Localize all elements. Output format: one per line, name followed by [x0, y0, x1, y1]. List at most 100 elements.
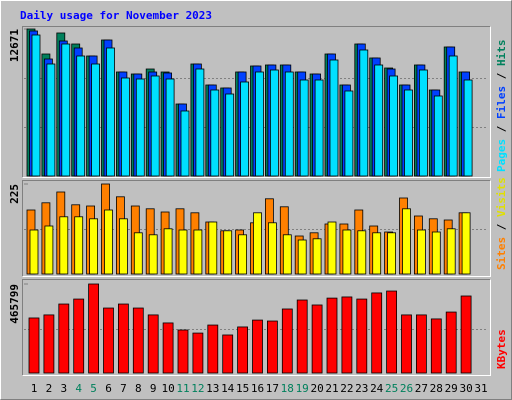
bar	[163, 228, 173, 275]
bar	[359, 49, 369, 177]
legend-separator: /	[495, 217, 508, 237]
bar	[461, 212, 471, 275]
panel-shadow	[22, 180, 491, 277]
bar	[327, 221, 337, 275]
x-tick-label: 15	[236, 382, 249, 395]
bar	[207, 324, 219, 374]
x-tick-label: 29	[445, 382, 458, 395]
legend-entry: Visits	[495, 177, 508, 217]
bar	[404, 89, 413, 177]
bar	[415, 314, 427, 374]
bar	[371, 292, 383, 374]
bar	[43, 314, 55, 374]
bar	[252, 319, 263, 374]
bar	[192, 332, 204, 374]
x-tick-label: 10	[161, 382, 174, 395]
bar	[344, 90, 354, 177]
chart-title: Daily usage for November 2023	[20, 9, 212, 22]
bar	[240, 81, 250, 177]
x-tick-label: 6	[105, 382, 112, 395]
bar	[296, 299, 308, 374]
y-tick-label: 465799	[8, 284, 21, 324]
bar	[418, 69, 428, 177]
bar	[311, 304, 323, 374]
bar	[73, 298, 85, 374]
x-tick-label: 22	[340, 382, 353, 395]
bar	[180, 110, 190, 177]
panel-light	[22, 279, 491, 376]
bar	[386, 290, 398, 374]
bar	[133, 232, 143, 275]
x-tick-label: 31	[474, 382, 487, 395]
bar	[237, 326, 249, 374]
bar	[61, 43, 71, 177]
panel-shadow	[22, 26, 491, 178]
bar	[448, 55, 458, 177]
bar	[389, 75, 399, 177]
x-tick-label: 28	[430, 382, 443, 395]
x-tick-label: 30	[459, 382, 472, 395]
bar	[29, 229, 39, 275]
bar	[44, 225, 54, 275]
bar	[341, 296, 353, 374]
x-tick-label: 17	[266, 382, 279, 395]
bar	[281, 308, 293, 374]
bar	[119, 218, 128, 275]
bar	[46, 63, 56, 177]
bar	[238, 234, 248, 275]
legend-entry: Hits	[495, 40, 508, 67]
legend-entry: Pages	[495, 139, 508, 172]
x-tick-label: 9	[150, 382, 157, 395]
x-tick-label: 8	[135, 382, 142, 395]
bar	[446, 228, 456, 275]
bar	[59, 216, 69, 275]
bar	[58, 303, 70, 374]
bar	[374, 64, 384, 177]
bar	[89, 218, 98, 275]
bar	[463, 79, 473, 177]
bar	[225, 93, 235, 177]
bar	[132, 307, 144, 374]
bar	[210, 89, 220, 177]
bar	[103, 307, 114, 374]
bar	[121, 77, 130, 177]
x-tick-label: 14	[221, 382, 235, 395]
bar	[208, 221, 218, 275]
bar	[148, 234, 158, 275]
bar	[267, 222, 277, 275]
bar	[329, 59, 339, 177]
x-tick-label: 27	[415, 382, 428, 395]
legend-entry: Files	[495, 86, 508, 119]
bar	[430, 318, 442, 374]
bar	[314, 79, 324, 177]
bar	[284, 71, 294, 177]
legend-entry: KBytes	[495, 329, 508, 369]
bar	[222, 334, 234, 374]
bar	[266, 320, 278, 374]
bar	[387, 232, 397, 275]
bar	[460, 295, 472, 374]
bar	[433, 95, 443, 177]
bar	[326, 297, 338, 374]
bar	[135, 78, 145, 177]
bar	[195, 68, 205, 177]
x-tick-label: 4	[75, 382, 82, 395]
x-tick-label: 23	[355, 382, 368, 395]
bar	[104, 209, 113, 275]
x-tick-label: 12	[191, 382, 204, 395]
bar	[177, 329, 189, 374]
bar	[297, 239, 307, 275]
bar	[91, 63, 100, 177]
legend-separator: /	[495, 119, 508, 139]
x-tick-label: 7	[120, 382, 127, 395]
bar	[255, 71, 264, 177]
bar	[356, 298, 368, 374]
x-tick-label: 13	[206, 382, 219, 395]
bar	[165, 78, 175, 177]
bar	[372, 232, 382, 275]
x-tick-label: 24	[370, 382, 384, 395]
x-tick-label: 20	[310, 382, 323, 395]
x-tick-label: 5	[90, 382, 97, 395]
legend-entry: Sites	[495, 237, 508, 270]
